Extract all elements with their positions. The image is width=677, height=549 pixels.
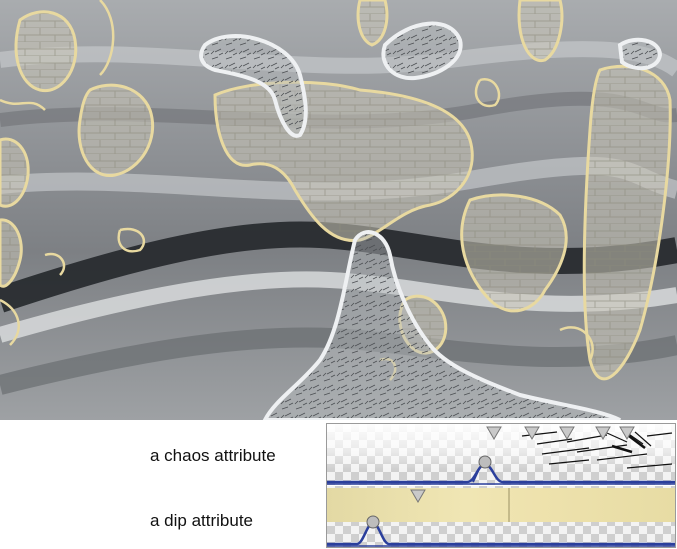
- dip-contour-lines: [0, 0, 594, 381]
- chaos-transfer-function[interactable]: [327, 424, 675, 485]
- dip-marker[interactable]: [410, 489, 426, 503]
- chaos-marker-1[interactable]: [486, 426, 502, 440]
- chaos-marker-3[interactable]: [559, 426, 575, 440]
- dip-color-ramp: [327, 488, 675, 522]
- chaos-color-ramp: [327, 424, 675, 485]
- transfer-function-panel: [326, 423, 676, 548]
- chaos-marker-2[interactable]: [524, 426, 540, 440]
- chaos-control-point[interactable]: [478, 455, 492, 469]
- seismic-volume-image: [0, 0, 677, 420]
- chaos-marker-4[interactable]: [595, 426, 611, 440]
- chaos-transfer-function-graph: [327, 426, 675, 485]
- dip-transfer-function-graph: [327, 488, 675, 547]
- dip-control-point[interactable]: [366, 515, 380, 529]
- dip-attribute-label: a dip attribute: [150, 511, 254, 530]
- seismic-render-view[interactable]: [0, 0, 677, 420]
- chaos-attribute-label: a chaos attribute: [150, 446, 276, 465]
- chaos-highlight-regions: [199, 21, 663, 420]
- chaos-glyph-strokes: [521, 429, 673, 469]
- dip-highlight-regions: [0, 0, 672, 381]
- chaos-marker-5[interactable]: [619, 426, 635, 440]
- dip-transfer-function[interactable]: [327, 486, 675, 547]
- chaos-opacity-curve[interactable]: [327, 462, 675, 484]
- dip-opacity-curve[interactable]: [327, 520, 675, 546]
